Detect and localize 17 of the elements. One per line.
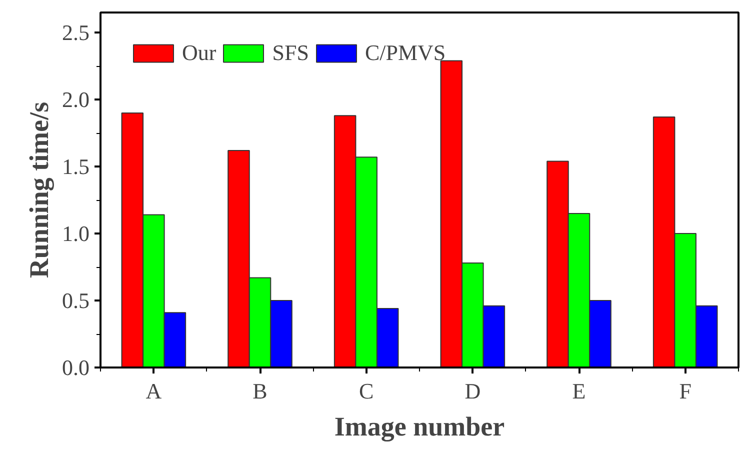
legend-label: SFS [272, 40, 309, 66]
x-tick-label: A [146, 378, 162, 404]
y-tick-label: 2.5 [62, 20, 90, 46]
y-tick-label: 1.0 [62, 221, 90, 246]
y-tick-label: 2.0 [62, 87, 90, 112]
x-tick-label: C [358, 378, 374, 404]
y-axis-title: Running time/s [24, 102, 54, 278]
y-tick-label: 1.5 [62, 154, 90, 180]
x-tick-label: F [679, 378, 692, 404]
y-tick-label: 0.0 [62, 355, 90, 380]
legend-label: Our [182, 40, 216, 66]
y-tick-label: 0.5 [62, 288, 90, 314]
x-tick-label: B [252, 378, 268, 404]
legend-label: C/PMVS [364, 40, 446, 66]
x-axis-title: Image number [334, 412, 505, 442]
x-tick-label: E [572, 378, 586, 404]
x-tick-label: D [464, 378, 481, 404]
